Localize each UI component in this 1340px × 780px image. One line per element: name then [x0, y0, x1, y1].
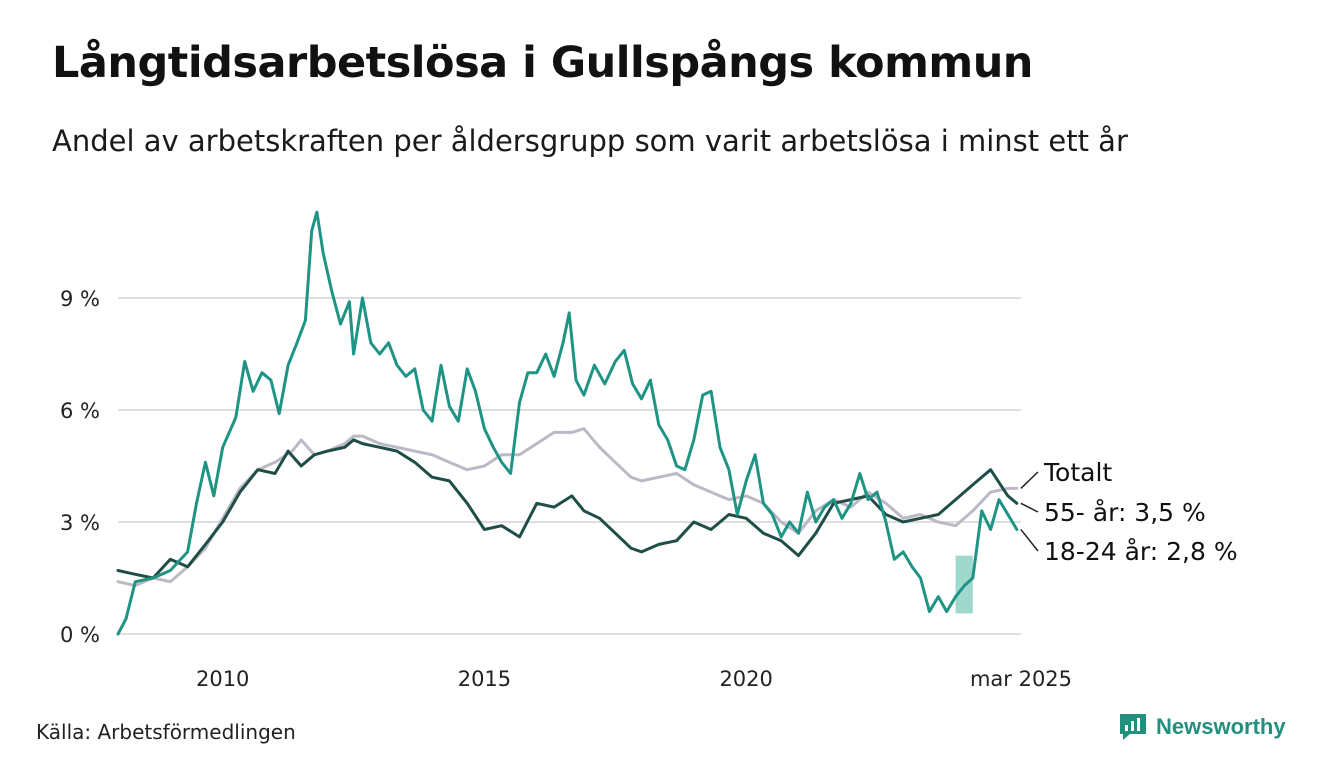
- brand-name: Newsworthy: [1156, 714, 1286, 739]
- series-lines: [116, 210, 1019, 636]
- chart-title: Långtidsarbetslösa i Gullspångs kommun: [52, 38, 1033, 88]
- label-leader-line: [1020, 528, 1039, 552]
- x-tick-label: 2020: [719, 667, 772, 691]
- series-labels: Totalt 55- år: 3,5 % 18-24 år: 2,8 %: [1020, 458, 1238, 566]
- brand-logo[interactable]: Newsworthy: [1118, 712, 1286, 742]
- y-tick-label: 0 %: [60, 623, 100, 647]
- label-leader-line: [1020, 471, 1039, 489]
- chart-subtitle: Andel av arbetskraften per åldersgrupp s…: [52, 124, 1128, 158]
- x-tick-label: 2015: [458, 667, 511, 691]
- series-line-2: [116, 210, 1019, 636]
- grid-lines: [118, 297, 1021, 635]
- source-note: Källa: Arbetsförmedlingen: [36, 720, 296, 744]
- x-axis-tick-labels: 2010 2015 2020 mar 2025: [196, 667, 1072, 691]
- x-tick-label: 2010: [196, 667, 249, 691]
- y-tick-label: 6 %: [60, 399, 100, 423]
- y-axis-tick-labels: 0 % 3 % 6 % 9 %: [60, 287, 100, 647]
- series-label: 55- år: 3,5 %: [1044, 498, 1206, 527]
- series-line-1: [116, 438, 1019, 580]
- x-tick-label: mar 2025: [970, 667, 1072, 691]
- series-label: 18-24 år: 2,8 %: [1044, 537, 1238, 566]
- y-tick-label: 3 %: [60, 511, 100, 535]
- newsworthy-logo-icon: [1120, 714, 1146, 740]
- label-leader-line: [1020, 502, 1039, 513]
- series-label: Totalt: [1043, 458, 1112, 487]
- y-tick-label: 9 %: [60, 287, 100, 311]
